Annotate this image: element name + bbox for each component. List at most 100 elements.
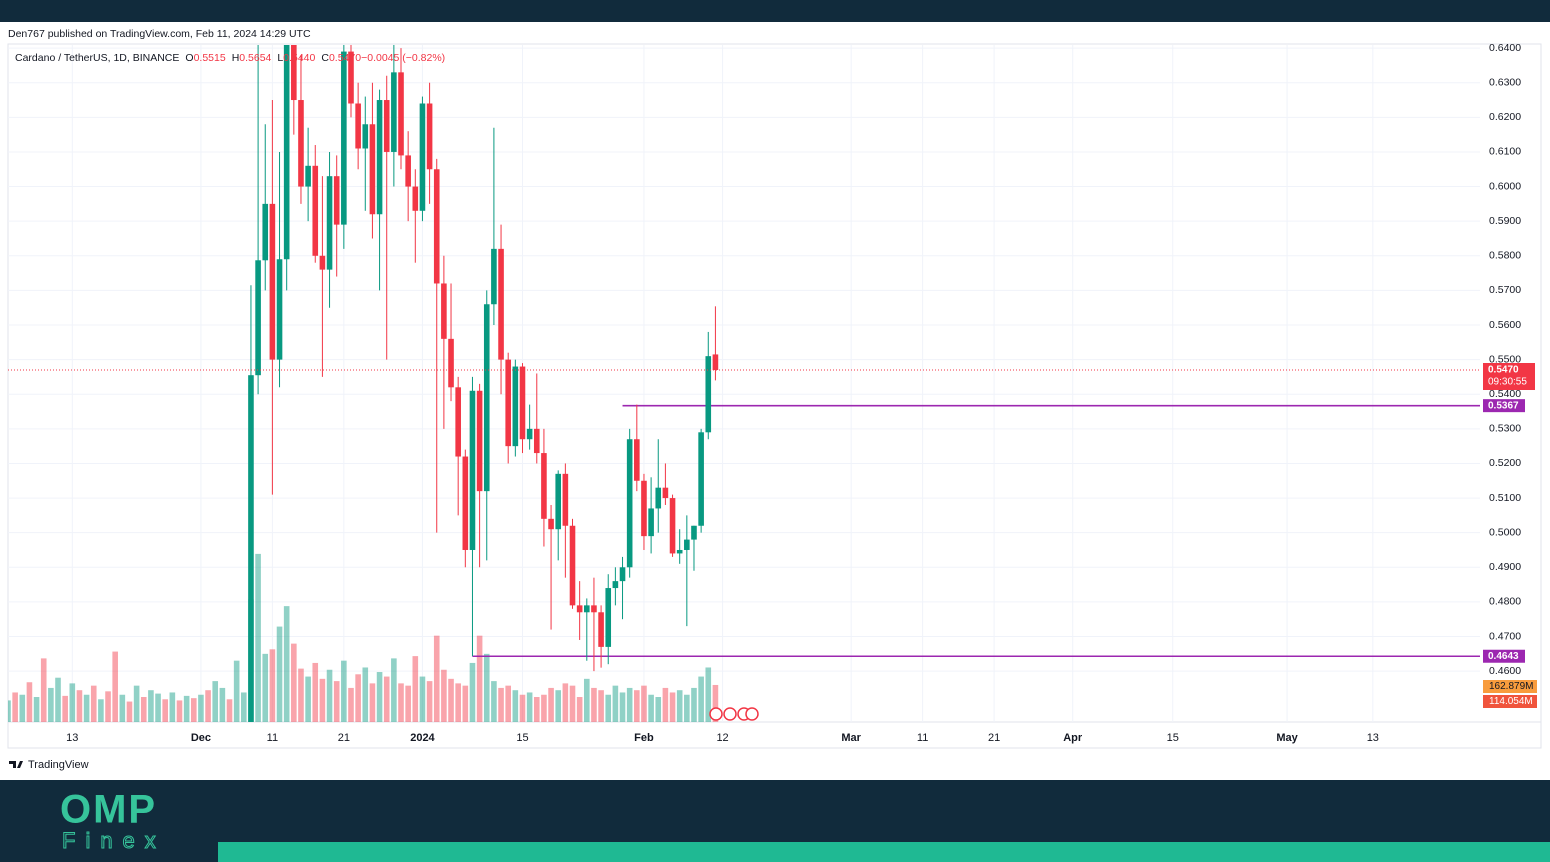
volume-bar (626, 687, 633, 722)
tradingview-logo (9, 761, 23, 768)
y-tick-label: 0.6100 (1489, 146, 1521, 158)
volume-bar (33, 697, 40, 722)
candle-body (319, 255, 326, 270)
candle-body (533, 428, 540, 454)
volume-ma-label-box (1483, 695, 1537, 708)
y-tick-label: 0.5300 (1489, 423, 1521, 435)
volume-bar (176, 700, 183, 722)
candle-body (691, 525, 697, 540)
x-tick-label: 15 (516, 732, 528, 744)
volume-bar (533, 697, 540, 722)
panel (0, 22, 1550, 780)
candle-body (641, 480, 647, 537)
candle-body (405, 155, 411, 187)
volume-bar (441, 669, 447, 722)
volume-bar (298, 668, 304, 722)
source: TradingView (28, 759, 89, 771)
volume-bar (333, 681, 340, 722)
candle-body (619, 567, 626, 582)
candle-body (312, 165, 319, 256)
volume-bar (691, 687, 697, 722)
x-tick-label: Feb (634, 732, 654, 744)
chart-frame (7, 43, 1542, 749)
y-tick-label: 0.4600 (1489, 665, 1521, 677)
volume-bar (405, 685, 411, 722)
candle-body (469, 390, 476, 550)
legend-item: 0.5515 (194, 52, 226, 64)
volume-ma-label: 114.054M (1489, 696, 1533, 707)
volume-bar (183, 695, 190, 722)
candle-body (419, 103, 426, 211)
volume-bar (83, 694, 90, 722)
candle-body (583, 605, 590, 613)
legend-item: O (185, 52, 193, 64)
volume-bar (291, 643, 297, 722)
legend-item: H (232, 52, 240, 64)
volume-bar (391, 658, 397, 722)
candle-body (612, 581, 619, 589)
volume-bar (576, 697, 583, 722)
y-tick-label: 0.6300 (1489, 77, 1521, 89)
volume-bar (669, 692, 676, 722)
volume-bar (376, 672, 383, 722)
candle-body (355, 103, 361, 149)
event-icons (709, 707, 759, 721)
candle-body (383, 100, 390, 152)
volume-bar (276, 626, 283, 722)
candle-body (362, 124, 369, 149)
volume-bar (462, 685, 469, 722)
candle-body (512, 366, 519, 447)
candle-body (519, 366, 526, 440)
candle-body (605, 588, 612, 647)
volume-bar (676, 690, 683, 722)
legend-item: 0.5470 (329, 52, 361, 64)
candle-body (412, 186, 419, 211)
candle-body (498, 248, 504, 360)
candle-body (662, 487, 669, 499)
volume-bar (148, 690, 154, 722)
volume-bar (362, 667, 369, 722)
x-tick-label: Apr (1063, 732, 1083, 744)
candle-body (591, 605, 597, 613)
volume-bar (112, 651, 118, 722)
volume-bar (684, 694, 690, 722)
y-tick-label: 0.5000 (1489, 526, 1521, 538)
candle-body (626, 439, 633, 568)
candle-body (684, 539, 690, 550)
volume-bar (155, 693, 161, 722)
candle-body (426, 103, 433, 170)
candle-body (248, 375, 254, 722)
footer-stripe (218, 842, 1550, 862)
level-label-box (1483, 649, 1525, 663)
last-price-label: 0.5470 (1488, 365, 1519, 376)
volume-bar (262, 653, 269, 722)
volume-bar (398, 683, 404, 722)
y-tick-label: 0.5600 (1489, 319, 1521, 331)
volume-bar (90, 685, 97, 722)
countdown: 09:30:55 (1488, 377, 1527, 388)
candle-body (541, 453, 547, 519)
volume-bar (419, 676, 426, 722)
volume-bar (105, 691, 111, 722)
volume-bar (505, 685, 511, 722)
volume-bar (705, 667, 712, 722)
candle-body (676, 549, 683, 554)
y-tick-label: 0.6200 (1489, 111, 1521, 123)
event-icon (709, 707, 723, 721)
candle-body (462, 456, 469, 550)
y-tick-label: 0.5100 (1489, 492, 1521, 504)
candle-body (276, 259, 283, 360)
volume-bar (555, 690, 562, 722)
volume-bar (455, 683, 461, 722)
volume-bar (591, 687, 597, 722)
volume-bar (512, 690, 519, 722)
volume-bar (126, 701, 133, 722)
volume-bar (369, 683, 376, 722)
y-tick-label: 0.4800 (1489, 596, 1521, 608)
legend: Cardano / TetherUS, 1D, BINANCE O0.5515 H0… (15, 52, 445, 64)
labels: 0.4600 0.4700 0.4800 0.4900 0.5000 0.5100 0.52… (66, 42, 1537, 744)
x-tick-label: 15 (1167, 732, 1179, 744)
candle-body (283, 45, 290, 260)
candle-body (634, 439, 640, 481)
